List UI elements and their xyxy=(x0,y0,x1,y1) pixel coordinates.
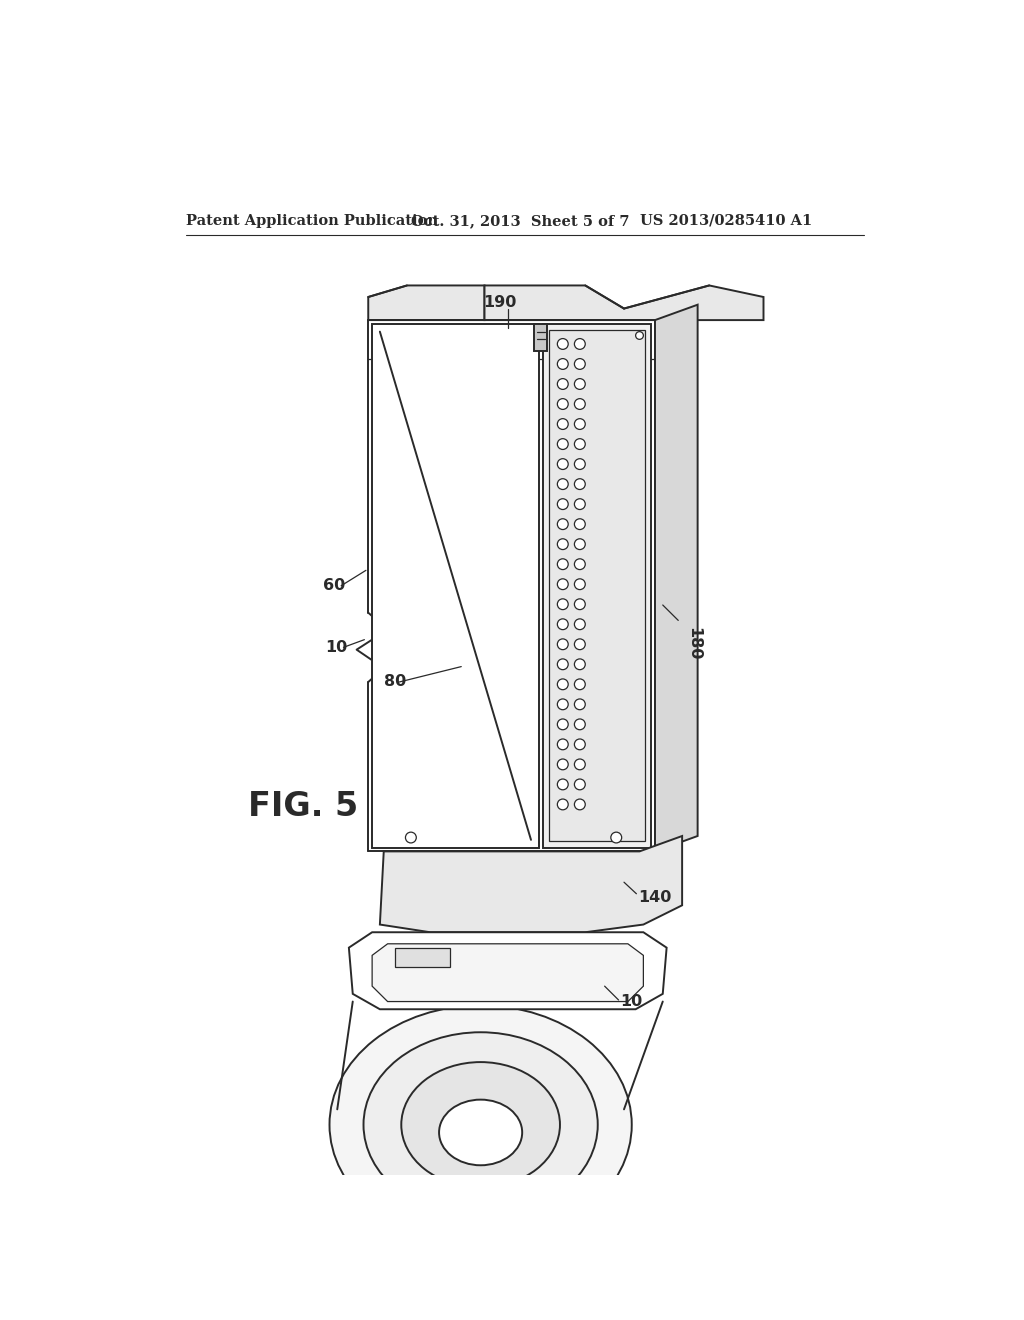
Circle shape xyxy=(574,739,586,750)
Circle shape xyxy=(611,832,622,843)
Circle shape xyxy=(557,499,568,510)
Circle shape xyxy=(557,459,568,470)
Circle shape xyxy=(557,578,568,590)
Circle shape xyxy=(557,479,568,490)
Circle shape xyxy=(574,499,586,510)
Circle shape xyxy=(574,700,586,710)
Circle shape xyxy=(557,659,568,669)
Circle shape xyxy=(574,599,586,610)
Ellipse shape xyxy=(330,1006,632,1243)
Circle shape xyxy=(574,639,586,649)
Circle shape xyxy=(574,619,586,630)
Circle shape xyxy=(574,359,586,370)
Polygon shape xyxy=(395,948,450,966)
Text: FIG. 5: FIG. 5 xyxy=(248,789,358,822)
Text: 190: 190 xyxy=(483,296,517,310)
Circle shape xyxy=(557,339,568,350)
Circle shape xyxy=(574,479,586,490)
Circle shape xyxy=(574,578,586,590)
Ellipse shape xyxy=(364,1032,598,1217)
Ellipse shape xyxy=(439,1100,522,1166)
Polygon shape xyxy=(369,285,484,321)
Circle shape xyxy=(557,799,568,810)
Circle shape xyxy=(557,700,568,710)
Text: 80: 80 xyxy=(384,675,406,689)
Circle shape xyxy=(574,379,586,389)
Circle shape xyxy=(557,599,568,610)
Circle shape xyxy=(557,719,568,730)
Text: Oct. 31, 2013  Sheet 5 of 7: Oct. 31, 2013 Sheet 5 of 7 xyxy=(411,214,630,228)
Circle shape xyxy=(406,832,417,843)
Circle shape xyxy=(557,379,568,389)
Circle shape xyxy=(574,678,586,689)
Text: 10: 10 xyxy=(621,994,642,1008)
Circle shape xyxy=(557,399,568,409)
Text: US 2013/0285410 A1: US 2013/0285410 A1 xyxy=(640,214,812,228)
Text: 180: 180 xyxy=(686,627,701,660)
Text: 60: 60 xyxy=(324,578,345,593)
Polygon shape xyxy=(484,285,764,321)
Polygon shape xyxy=(535,323,547,351)
Ellipse shape xyxy=(401,1063,560,1188)
Circle shape xyxy=(557,779,568,789)
Circle shape xyxy=(574,459,586,470)
Polygon shape xyxy=(349,932,667,1010)
Circle shape xyxy=(557,639,568,649)
Circle shape xyxy=(574,719,586,730)
Circle shape xyxy=(574,438,586,449)
Circle shape xyxy=(557,739,568,750)
Circle shape xyxy=(636,331,643,339)
Circle shape xyxy=(574,558,586,570)
Circle shape xyxy=(574,759,586,770)
Text: 140: 140 xyxy=(638,890,672,906)
Circle shape xyxy=(574,659,586,669)
Text: Patent Application Publication: Patent Application Publication xyxy=(186,214,438,228)
Circle shape xyxy=(557,418,568,429)
Circle shape xyxy=(574,539,586,549)
Polygon shape xyxy=(372,944,643,1002)
Circle shape xyxy=(557,759,568,770)
Circle shape xyxy=(557,678,568,689)
Circle shape xyxy=(574,519,586,529)
Polygon shape xyxy=(372,323,539,847)
Circle shape xyxy=(574,799,586,810)
Circle shape xyxy=(557,438,568,449)
Circle shape xyxy=(574,779,586,789)
Polygon shape xyxy=(543,323,651,847)
Circle shape xyxy=(557,519,568,529)
Circle shape xyxy=(557,619,568,630)
Text: 10: 10 xyxy=(326,640,348,655)
Polygon shape xyxy=(380,836,682,932)
Circle shape xyxy=(574,399,586,409)
Circle shape xyxy=(574,339,586,350)
Circle shape xyxy=(557,558,568,570)
Circle shape xyxy=(574,418,586,429)
Circle shape xyxy=(557,539,568,549)
Circle shape xyxy=(557,359,568,370)
Polygon shape xyxy=(655,305,697,851)
Polygon shape xyxy=(549,330,645,841)
